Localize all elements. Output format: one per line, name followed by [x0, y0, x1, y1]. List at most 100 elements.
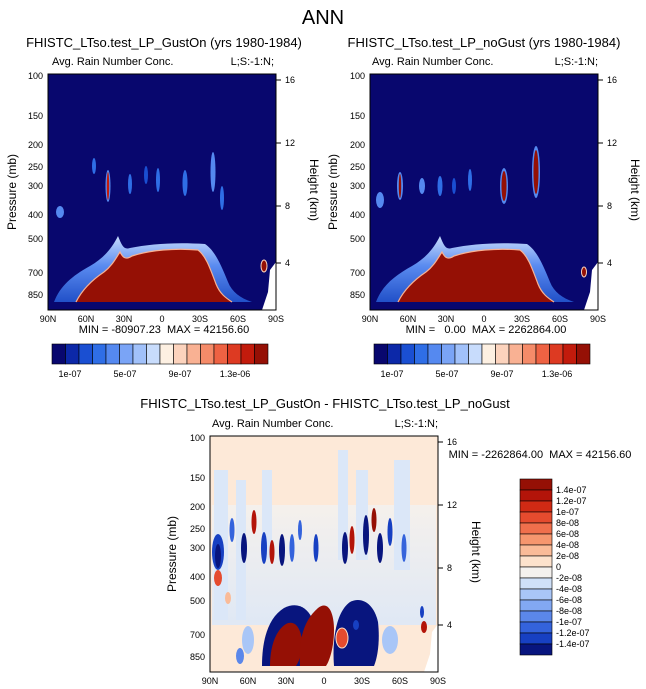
colorbar-swatch	[78, 343, 93, 365]
panel-variable-label: Avg. Rain Number Conc.	[212, 418, 333, 430]
field-plot	[47, 73, 277, 311]
pressure-tick-label: 200	[28, 140, 43, 150]
pressure-tick-label: 100	[350, 71, 365, 81]
anomaly-blob	[215, 544, 221, 568]
colorbar-label: 1.3e-06	[542, 369, 573, 379]
anomaly-blob	[401, 534, 407, 562]
colorbar-swatch	[468, 343, 483, 365]
anomaly-blob	[241, 533, 247, 563]
anomaly-blob	[420, 606, 424, 618]
panel-title: FHISTC_LTso.test_LP_noGust (yrs 1980-198…	[348, 35, 621, 50]
colorbar-swatch	[200, 343, 215, 365]
cloud-streak	[468, 169, 472, 191]
colorbar-swatch	[519, 588, 553, 601]
latitude-tick-label: 0	[159, 314, 164, 324]
cloud-streak	[144, 166, 148, 184]
colorbar-label: -2e-08	[556, 573, 582, 583]
panel-difference: FHISTC_LTso.test_LP_GustOn - FHISTC_LTso…	[140, 396, 631, 686]
colorbar-label: 1.4e-07	[556, 485, 587, 495]
pressure-tick-label: 400	[350, 210, 365, 220]
pressure-axis-label: Pressure (mb)	[165, 516, 179, 592]
anomaly-blob	[225, 592, 231, 604]
pressure-axis-label: Pressure (mb)	[5, 154, 19, 230]
field-frame	[209, 435, 439, 673]
colorbar-swatch	[146, 343, 161, 365]
cloud-streak	[419, 178, 425, 194]
anomaly-blob	[363, 515, 369, 555]
figure-title: ANN	[302, 7, 344, 29]
height-tick-label: 16	[607, 75, 617, 85]
rain-mass-edge	[75, 248, 233, 303]
height-tick-label: 12	[447, 500, 457, 510]
cloud-streak	[501, 171, 507, 201]
latitude-axis: 90N 60N 30N 0 30S 60S 90S	[202, 676, 446, 686]
colorbar-label: -6e-08	[556, 595, 582, 605]
anomaly-blob	[261, 532, 267, 564]
cloud-streak	[376, 192, 384, 208]
latitude-tick-label: 90S	[430, 676, 446, 686]
min-max-label: MIN = 0.00 MAX = 2262864.00	[406, 324, 567, 336]
pressure-tick-label: 300	[190, 543, 205, 553]
colorbar-swatch	[254, 343, 269, 365]
colorbar-gust-on	[51, 343, 269, 365]
anomaly-blob	[371, 508, 377, 532]
cloud-streak	[452, 178, 456, 194]
cloud-streak	[156, 168, 160, 192]
pressure-tick-label: 100	[190, 433, 205, 443]
colorbar-label: -1e-07	[556, 617, 582, 627]
anomaly-blob	[298, 520, 302, 540]
colorbar-label: -1.2e-07	[556, 628, 590, 638]
colorbar-swatch	[51, 343, 66, 365]
pressure-tick-label: 400	[190, 572, 205, 582]
anomaly-blob	[333, 600, 379, 666]
anomaly-blob	[236, 648, 244, 664]
pressure-tick-label: 700	[28, 268, 43, 278]
latitude-tick-label: 90S	[590, 314, 606, 324]
colorbar-label: 1.3e-06	[220, 369, 251, 379]
anomaly-blob	[214, 570, 222, 586]
latitude-tick-label: 30N	[278, 676, 295, 686]
pressure-axis: 100 150 200 250 300 400 500 700 850 Pres…	[326, 71, 365, 300]
anomaly-blob	[289, 534, 295, 562]
latitude-tick-label: 60N	[400, 314, 417, 324]
pressure-tick-label: 100	[28, 71, 43, 81]
colorbar-swatch	[535, 343, 550, 365]
anomaly-blob	[269, 540, 275, 564]
latitude-tick-label: 30S	[514, 314, 530, 324]
pressure-tick-label: 850	[28, 290, 43, 300]
height-axis-label: Height (km)	[307, 159, 321, 221]
latitude-tick-label: 90N	[202, 676, 219, 686]
colorbar-swatch	[173, 343, 188, 365]
pressure-tick-label: 850	[190, 652, 205, 662]
rain-spot	[260, 259, 268, 273]
anomaly-blob	[229, 518, 235, 542]
colorbar-no-gust	[373, 343, 591, 365]
pressure-tick-label: 700	[350, 268, 365, 278]
height-tick-label: 8	[285, 201, 290, 211]
cloud-streak	[210, 152, 216, 192]
colorbar-swatch	[454, 343, 469, 365]
latitude-tick-label: 60S	[392, 676, 408, 686]
cloud-streak	[106, 172, 110, 200]
panel-title: FHISTC_LTso.test_LP_GustOn - FHISTC_LTso…	[140, 396, 510, 411]
colorbar-swatch	[519, 599, 553, 612]
colorbar-label: 1e-07	[58, 369, 81, 379]
field-frame	[47, 73, 277, 311]
colorbar-swatch	[519, 577, 553, 590]
latitude-tick-label: 0	[321, 676, 326, 686]
height-tick-label: 4	[285, 258, 290, 268]
cloud-streak	[437, 176, 443, 196]
colorbar-swatch	[427, 343, 442, 365]
colorbar-swatch	[400, 343, 415, 365]
height-tick-label: 8	[607, 201, 612, 211]
anomaly-blob	[349, 526, 355, 554]
pressure-axis: 100 150 200 250 300 400 500 700 850 Pres…	[165, 433, 205, 662]
latitude-tick-label: 90N	[40, 314, 57, 324]
latitude-tick-label: 30S	[192, 314, 208, 324]
colorbar-swatch	[522, 343, 537, 365]
colorbar-difference	[519, 478, 553, 656]
pressure-tick-label: 150	[190, 473, 205, 483]
colorbar-swatch	[441, 343, 456, 365]
height-axis-label: Height (km)	[469, 521, 483, 583]
colorbar-swatch	[519, 621, 553, 634]
